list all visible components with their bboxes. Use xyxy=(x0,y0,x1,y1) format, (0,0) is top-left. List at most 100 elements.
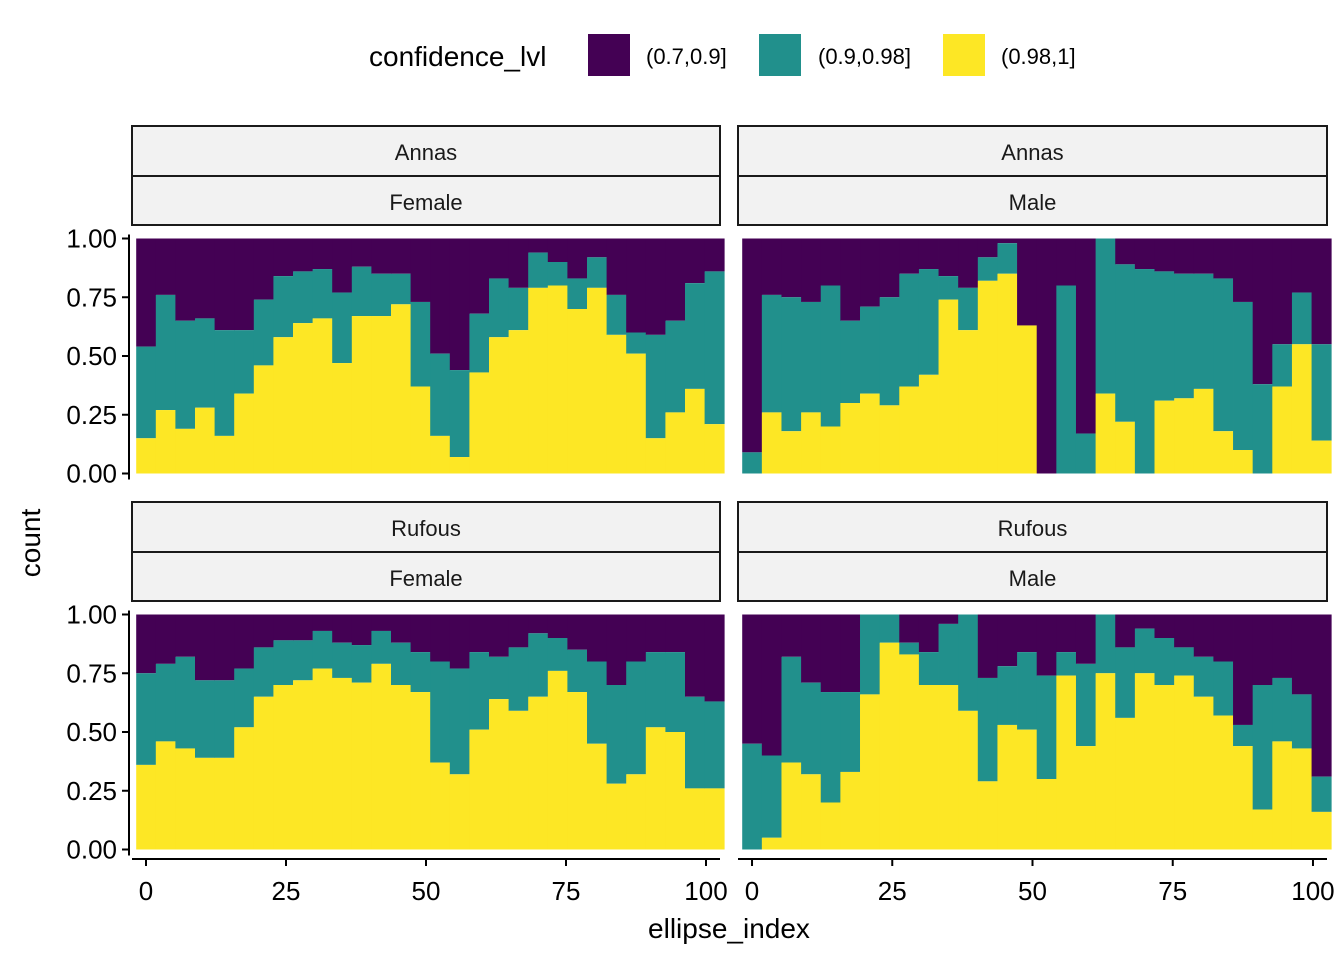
bar-segment-0.98-1 xyxy=(528,696,549,850)
legend-key-1 xyxy=(759,34,801,76)
bar-segment-0.9-0.98 xyxy=(860,614,881,695)
bar-segment-0.98-1 xyxy=(1174,398,1195,474)
bar-segment-0.98-1 xyxy=(1154,685,1175,850)
panel-3: Rufous Female 0.00 0.25 0.50 0.75 1.00 0 25 50 75 1… xyxy=(66,501,728,906)
bar-segment-0.9-0.98 xyxy=(430,661,451,763)
bar-segment-0.7-0.9 xyxy=(371,238,392,274)
bar-segment-0.9-0.98 xyxy=(155,294,176,411)
bar-segment-0.7-0.9 xyxy=(469,614,490,653)
bar-segment-0.98-1 xyxy=(1154,400,1175,474)
bar-segment-0.7-0.9 xyxy=(665,238,686,321)
bar-segment-0.7-0.9 xyxy=(879,238,900,298)
bar-segment-0.9-0.98 xyxy=(626,332,647,354)
bar-segment-0.7-0.9 xyxy=(1036,238,1057,474)
bar-segment-0.98-1 xyxy=(253,696,274,850)
bar-segment-0.7-0.9 xyxy=(704,614,725,702)
bar-segment-0.7-0.9 xyxy=(938,238,959,277)
bar-segment-0.9-0.98 xyxy=(742,452,763,474)
bar-segment-0.98-1 xyxy=(1095,673,1116,850)
bar-segment-0.9-0.98 xyxy=(175,320,196,429)
bar-segment-0.7-0.9 xyxy=(489,614,509,657)
strip-top xyxy=(737,125,1328,177)
bar-segment-0.7-0.9 xyxy=(899,238,920,274)
bar-segment-0.98-1 xyxy=(508,710,529,850)
strip-top-label: Rufous xyxy=(391,516,461,541)
bar-segment-0.98-1 xyxy=(430,435,451,474)
bar-segment-0.9-0.98 xyxy=(391,642,411,685)
bar-segment-0.98-1 xyxy=(391,304,411,474)
strip-top xyxy=(131,501,721,553)
bar-segment-0.7-0.9 xyxy=(626,238,647,333)
bar-segment-0.7-0.9 xyxy=(645,614,666,653)
bar-segment-0.9-0.98 xyxy=(371,630,392,664)
bar-segment-0.98-1 xyxy=(704,424,725,474)
x-tick-label: 50 xyxy=(1018,876,1047,906)
bar-segment-0.9-0.98 xyxy=(587,661,607,744)
bar-segment-0.7-0.9 xyxy=(840,614,861,693)
bar-segment-0.98-1 xyxy=(977,280,998,474)
bar-segment-0.98-1 xyxy=(1311,811,1332,850)
bar-segment-0.9-0.98 xyxy=(1134,628,1155,674)
bar-segment-0.98-1 xyxy=(1017,325,1038,474)
bar-segment-0.9-0.98 xyxy=(1174,647,1195,676)
bar-segment-0.98-1 xyxy=(626,353,647,474)
bar-segment-0.9-0.98 xyxy=(918,269,939,375)
bar-segment-0.9-0.98 xyxy=(958,287,979,331)
strip-top xyxy=(737,501,1328,553)
bar-segment-0.7-0.9 xyxy=(449,238,470,371)
bar-segment-0.7-0.9 xyxy=(665,614,686,653)
bar-segment-0.7-0.9 xyxy=(155,238,176,295)
bar-segment-0.9-0.98 xyxy=(1213,661,1234,716)
bar-segment-0.9-0.98 xyxy=(1272,344,1293,387)
bar-segment-0.9-0.98 xyxy=(332,292,353,364)
bar-segment-0.9-0.98 xyxy=(879,297,900,406)
bar-segment-0.7-0.9 xyxy=(528,614,549,634)
bar-segment-0.9-0.98 xyxy=(567,649,588,693)
bar-segment-0.9-0.98 xyxy=(489,656,509,700)
bar-segment-0.98-1 xyxy=(1115,421,1136,474)
bar-segment-0.98-1 xyxy=(1193,388,1214,474)
bar-segment-0.98-1 xyxy=(1036,779,1057,850)
bar-segment-0.7-0.9 xyxy=(195,238,215,319)
bar-segment-0.98-1 xyxy=(234,727,255,850)
bar-segment-0.7-0.9 xyxy=(801,614,822,683)
bar-segment-0.7-0.9 xyxy=(626,614,647,662)
bar-segment-0.9-0.98 xyxy=(1291,292,1312,345)
bar-segment-0.98-1 xyxy=(685,388,705,474)
bar-segment-0.9-0.98 xyxy=(879,614,900,643)
bar-segment-0.98-1 xyxy=(273,337,294,474)
bar-segment-0.7-0.9 xyxy=(1252,238,1273,385)
bar-segment-0.7-0.9 xyxy=(136,614,157,674)
bar-segment-0.98-1 xyxy=(567,309,588,474)
bar-segment-0.98-1 xyxy=(449,457,470,474)
bar-segment-0.9-0.98 xyxy=(312,269,333,319)
bar-segment-0.7-0.9 xyxy=(781,614,802,657)
bar-segment-0.98-1 xyxy=(781,431,802,474)
panel-4: Rufous Male 0 25 50 75 100 xyxy=(737,501,1335,906)
legend-label-1: (0.9,0.98] xyxy=(818,44,911,69)
bar-segment-0.98-1 xyxy=(547,285,568,474)
y-tick-label: 0.50 xyxy=(66,717,117,747)
bar-segment-0.9-0.98 xyxy=(1233,724,1254,747)
bar-segment-0.9-0.98 xyxy=(449,370,470,458)
strip-top xyxy=(131,125,721,177)
bar-segment-0.98-1 xyxy=(1272,386,1293,474)
x-tick-label: 50 xyxy=(412,876,441,906)
x-tick-label: 100 xyxy=(684,876,727,906)
strip-top-label: Annas xyxy=(1001,140,1063,165)
bar-segment-0.7-0.9 xyxy=(391,614,411,643)
bar-segment-0.7-0.9 xyxy=(1311,614,1332,777)
bar-segment-0.98-1 xyxy=(430,762,451,850)
bar-segment-0.98-1 xyxy=(1134,673,1155,850)
bar-segment-0.7-0.9 xyxy=(1154,614,1175,638)
bar-segment-0.9-0.98 xyxy=(704,271,725,425)
legend-label-0: (0.7,0.9] xyxy=(646,44,727,69)
bar-segment-0.7-0.9 xyxy=(410,238,431,302)
bar-segment-0.98-1 xyxy=(155,741,176,850)
bar-segment-0.9-0.98 xyxy=(801,301,822,413)
bar-segment-0.9-0.98 xyxy=(195,318,215,408)
bar-segment-0.9-0.98 xyxy=(958,614,979,711)
bar-segment-0.9-0.98 xyxy=(899,642,920,655)
bar-segment-0.7-0.9 xyxy=(1272,238,1293,345)
